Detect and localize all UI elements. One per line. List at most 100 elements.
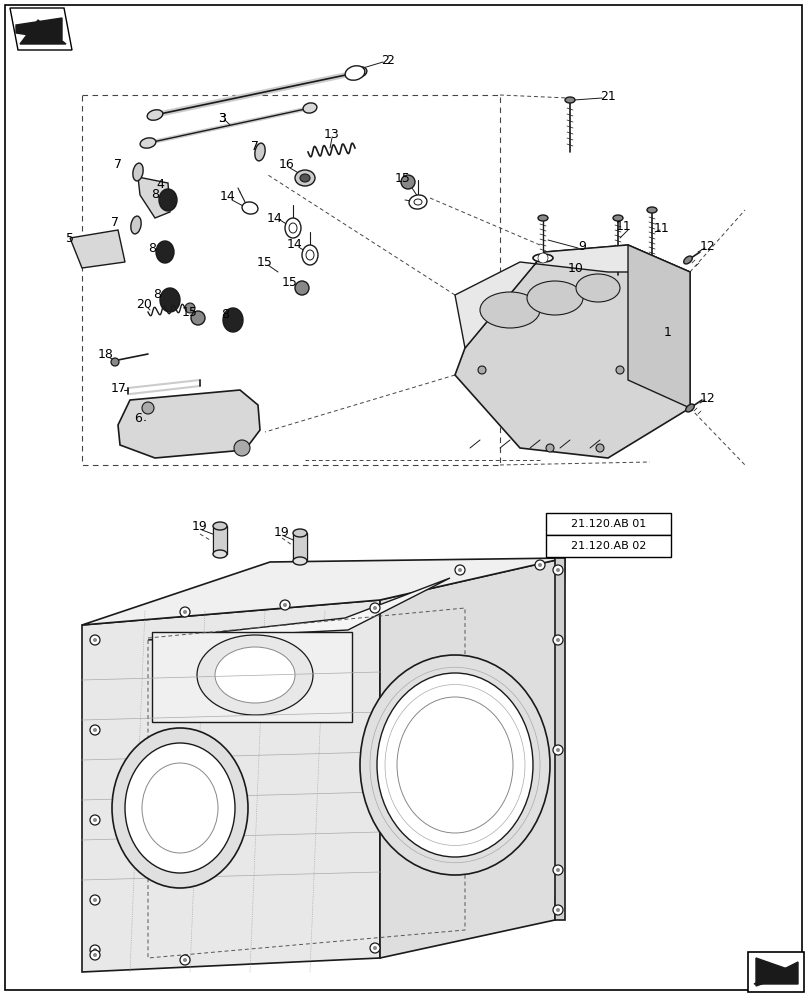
Circle shape [616, 366, 623, 374]
Circle shape [534, 560, 544, 570]
Ellipse shape [376, 673, 532, 857]
Circle shape [595, 444, 603, 452]
Circle shape [90, 815, 100, 825]
Circle shape [478, 366, 486, 374]
Circle shape [545, 444, 553, 452]
Circle shape [552, 745, 562, 755]
Text: 12: 12 [699, 239, 715, 252]
Ellipse shape [242, 202, 258, 214]
Ellipse shape [538, 215, 547, 221]
Ellipse shape [612, 215, 622, 221]
Circle shape [90, 725, 100, 735]
Ellipse shape [397, 697, 513, 833]
Circle shape [142, 402, 154, 414]
Polygon shape [118, 390, 260, 458]
Ellipse shape [142, 763, 217, 853]
Text: 15: 15 [182, 306, 198, 318]
Polygon shape [138, 177, 169, 218]
Bar [212, 526, 227, 554]
Ellipse shape [215, 647, 294, 703]
Polygon shape [454, 245, 689, 348]
Polygon shape [10, 8, 72, 50]
Ellipse shape [140, 138, 156, 148]
Text: 3: 3 [218, 111, 225, 124]
Bar [545, 513, 670, 535]
Text: 19: 19 [192, 520, 208, 534]
Text: 15: 15 [395, 172, 410, 184]
Polygon shape [148, 578, 449, 640]
Ellipse shape [197, 635, 312, 715]
Circle shape [90, 635, 100, 645]
Circle shape [454, 565, 465, 575]
Circle shape [90, 895, 100, 905]
Circle shape [111, 358, 119, 366]
Polygon shape [16, 18, 62, 40]
Circle shape [552, 565, 562, 575]
Polygon shape [70, 230, 125, 268]
Circle shape [556, 868, 560, 872]
Text: 5: 5 [66, 232, 74, 244]
Ellipse shape [564, 97, 574, 103]
Circle shape [93, 948, 97, 952]
Ellipse shape [359, 655, 549, 875]
Bar [293, 533, 307, 561]
Circle shape [180, 955, 190, 965]
Text: 21.120.AB 01: 21.120.AB 01 [570, 519, 646, 529]
Ellipse shape [299, 174, 310, 182]
Ellipse shape [306, 250, 314, 260]
Text: 15: 15 [257, 255, 272, 268]
Ellipse shape [293, 557, 307, 565]
Ellipse shape [479, 292, 539, 328]
Ellipse shape [160, 288, 180, 312]
Circle shape [185, 303, 195, 313]
Circle shape [370, 943, 380, 953]
Circle shape [93, 728, 97, 732]
Ellipse shape [683, 256, 692, 264]
Bar [152, 632, 351, 722]
Circle shape [294, 281, 309, 295]
Text: 7: 7 [114, 158, 122, 172]
Text: 15: 15 [281, 275, 298, 288]
Circle shape [42, 20, 50, 28]
Text: 14: 14 [220, 190, 235, 204]
Ellipse shape [303, 103, 316, 113]
Ellipse shape [147, 110, 163, 120]
Ellipse shape [302, 245, 318, 265]
Text: 8: 8 [148, 241, 156, 254]
Circle shape [93, 953, 97, 957]
Text: 6: 6 [134, 412, 142, 424]
Ellipse shape [131, 216, 141, 234]
Ellipse shape [345, 66, 364, 80]
Circle shape [191, 311, 204, 325]
Circle shape [280, 600, 290, 610]
Text: 20: 20 [136, 298, 152, 312]
Ellipse shape [293, 529, 307, 537]
Text: 12: 12 [699, 391, 715, 404]
Text: 18: 18 [98, 348, 114, 360]
Ellipse shape [156, 241, 174, 263]
Circle shape [234, 440, 250, 456]
Ellipse shape [646, 207, 656, 213]
Text: 21.120.AB 02: 21.120.AB 02 [570, 541, 646, 551]
Text: 7: 7 [111, 216, 119, 229]
Text: 13: 13 [324, 127, 340, 140]
Text: 8: 8 [151, 188, 159, 202]
Polygon shape [753, 962, 797, 984]
Circle shape [556, 908, 560, 912]
Circle shape [552, 905, 562, 915]
Circle shape [182, 958, 187, 962]
Circle shape [401, 175, 414, 189]
Circle shape [556, 748, 560, 752]
Text: 4: 4 [156, 178, 164, 192]
Ellipse shape [159, 189, 177, 211]
Ellipse shape [212, 550, 227, 558]
Text: 2: 2 [380, 53, 388, 66]
Ellipse shape [684, 404, 693, 412]
Ellipse shape [532, 254, 552, 262]
Ellipse shape [212, 522, 227, 530]
Polygon shape [454, 245, 689, 458]
Bar [747, 952, 803, 992]
Text: 14: 14 [287, 238, 303, 251]
Circle shape [556, 638, 560, 642]
Ellipse shape [409, 195, 427, 209]
